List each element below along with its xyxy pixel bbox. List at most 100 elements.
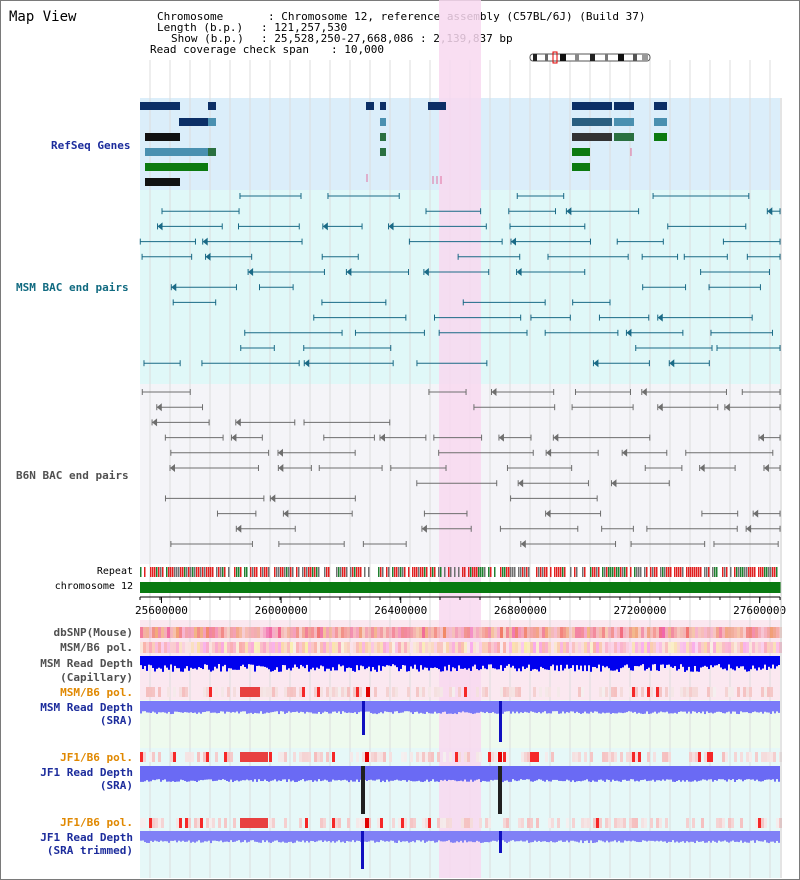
msm-capillary-depth-bar — [332, 656, 334, 668]
msm-pol-cell — [158, 642, 161, 653]
jf1-sra-depth-bar — [410, 766, 412, 781]
jf1-trimmed-depth-bar — [348, 831, 350, 842]
msm-capillary-depth-bar — [602, 656, 604, 666]
jf1-trimmed-depth-bar — [712, 831, 714, 841]
msm-capillary-depth-bar — [406, 656, 408, 672]
jf1-trimmed-depth-bar — [708, 831, 710, 842]
dbsnp-cell — [155, 627, 158, 638]
pol-cell — [233, 687, 236, 697]
msm-pol-cell — [539, 642, 542, 653]
repeat-mark — [156, 567, 158, 577]
msm-sra-depth-bar — [406, 701, 408, 712]
msm-capillary-depth-bar — [418, 656, 420, 672]
msm-sra-depth-bar — [324, 701, 326, 712]
dbsnp-cell — [299, 627, 302, 638]
repeat-mark — [318, 567, 320, 577]
jf1-sra-depth-bar — [642, 766, 644, 780]
msm-pol-cell — [494, 642, 497, 653]
dbsnp-cell — [326, 627, 329, 638]
msm-sra-depth-bar — [358, 701, 360, 713]
jf1-sra-depth-bar — [698, 766, 700, 781]
msm-sra-depth-bar — [286, 701, 288, 713]
pol-cell — [299, 818, 302, 828]
jf1-sra-depth-bar — [344, 766, 346, 780]
jf1-trimmed-depth-bar — [248, 831, 250, 842]
dbsnp-cell — [581, 627, 584, 638]
dbsnp-cell — [359, 627, 362, 638]
repeat-mark — [494, 567, 496, 577]
msm-sra-depth-bar — [298, 701, 300, 713]
jf1-sra-depth-bar — [710, 766, 712, 780]
jf1-trimmed-depth-bar — [216, 831, 218, 842]
msm-pol-cell — [593, 642, 596, 653]
repeat-mark — [420, 567, 422, 577]
jf1-trimmed-depth-bar — [418, 831, 420, 841]
msm-capillary-depth-bar — [444, 656, 446, 667]
repeat-mark — [256, 567, 258, 577]
msm-capillary-depth-bar — [148, 656, 150, 665]
repeat-mark — [716, 567, 718, 577]
msm-sra-depth-bar — [598, 701, 600, 714]
msm-capillary-depth-bar — [392, 656, 394, 665]
msm-sra-depth-bar — [618, 701, 620, 713]
repeat-mark — [564, 567, 566, 577]
msm-capillary-depth-bar — [244, 656, 246, 667]
msm-bac-arrow — [593, 359, 599, 368]
msm-sra-depth-bar — [424, 701, 426, 714]
jf1-sra-depth-bar — [742, 766, 744, 782]
msm-capillary-depth-bar — [142, 656, 144, 670]
dbsnp-cell — [461, 627, 464, 638]
jf1-sra-depth-bar — [756, 766, 758, 780]
msm-capillary-depth-bar — [262, 656, 264, 667]
dbsnp-cell — [278, 627, 281, 638]
dbsnp-cell — [368, 627, 371, 638]
repeat-mark — [768, 567, 770, 577]
jf1-depth-sra-label: JF1 Read Depth — [40, 766, 133, 779]
dbsnp-cell — [776, 627, 779, 638]
pol-cell — [671, 687, 674, 697]
msm-capillary-depth-bar — [224, 656, 226, 665]
jf1-trimmed-depth-bar — [482, 831, 484, 843]
dbsnp-cell — [416, 627, 419, 638]
msm-sra-depth-bar — [626, 701, 628, 713]
pol-cell — [617, 818, 620, 828]
b6n-bac-arrow — [283, 509, 289, 518]
pol-cell — [203, 687, 206, 697]
pol-cell — [284, 687, 287, 697]
msm-capillary-depth-bar — [370, 656, 372, 672]
msm-capillary-depth-bar — [316, 656, 318, 668]
pol-cell — [275, 687, 278, 697]
msm-capillary-depth-bar — [536, 656, 538, 670]
msm-pol-cell — [443, 642, 446, 653]
pol-cell — [422, 818, 425, 828]
msm-sra-depth-bar — [518, 701, 520, 714]
pol-cell — [650, 818, 653, 828]
repeat-mark — [612, 567, 614, 577]
jf1-trimmed-depth-bar — [274, 831, 276, 841]
msm-capillary-depth-bar — [672, 656, 674, 668]
pol-cell — [755, 818, 758, 828]
dbsnp-cell — [644, 627, 647, 638]
pol-cell — [641, 687, 644, 697]
pol-cell — [536, 752, 539, 762]
dbsnp-cell — [419, 627, 422, 638]
jf1-trimmed-depth-bar — [564, 831, 566, 842]
msm-pol-cell — [449, 642, 452, 653]
jf1-trimmed-depth-bar — [188, 831, 190, 841]
msm-sra-depth-bar — [408, 701, 410, 712]
dbsnp-cell — [707, 627, 710, 638]
pol-cell — [581, 818, 584, 828]
msm-capillary-depth-bar — [694, 656, 696, 666]
pol-cell — [149, 818, 152, 828]
dbsnp-cell — [620, 627, 623, 638]
msm-sra-depth-bar — [596, 701, 598, 712]
pol-hotspot — [365, 752, 369, 762]
pol-cell — [425, 752, 428, 762]
jf1-sra-depth-bar — [768, 766, 770, 780]
msm-capillary-depth-bar — [462, 656, 464, 669]
msm-capillary-depth-bar — [456, 656, 458, 671]
pol-cell — [221, 687, 224, 697]
pol-cell — [761, 752, 764, 762]
jf1-sra-depth-bar — [692, 766, 694, 782]
